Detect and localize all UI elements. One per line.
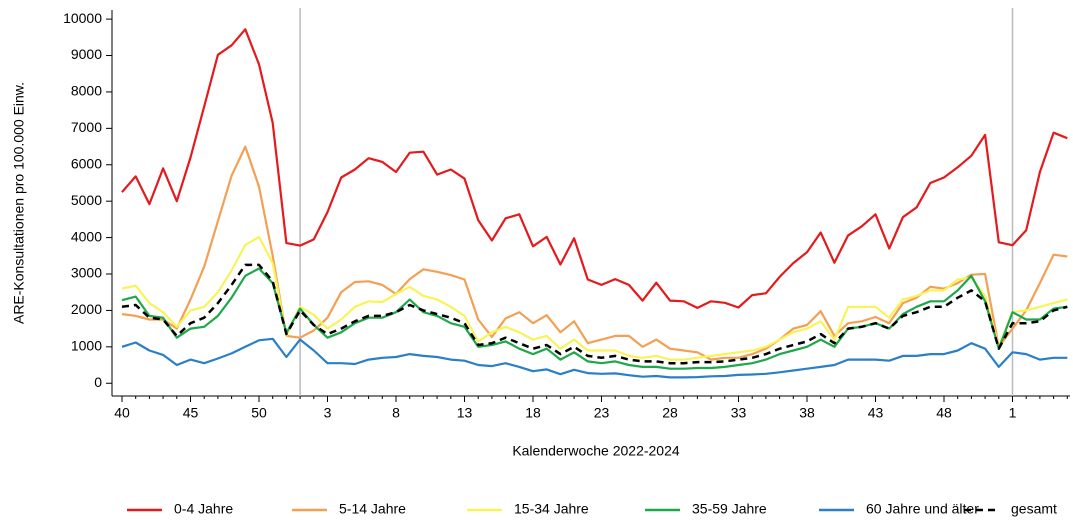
y-tick-label: 0 [94, 374, 102, 390]
y-tick-label: 6000 [71, 155, 102, 171]
y-tick-label: 9000 [71, 46, 102, 62]
legend-label: 5-14 Jahre [339, 501, 406, 517]
y-tick-label: 7000 [71, 119, 102, 135]
x-tick-label: 18 [525, 405, 541, 421]
series-line [121, 145, 1068, 361]
y-tick-label: 3000 [71, 265, 102, 281]
series-line [121, 263, 1068, 365]
x-tick-label: 23 [594, 405, 610, 421]
series-line [121, 235, 1068, 361]
y-axis-title: ARE-Konsultationen pro 100.000 Einw. [11, 82, 27, 324]
x-tick-label: 13 [457, 405, 473, 421]
x-tick-label: 48 [936, 405, 952, 421]
x-axis-title: Kalenderwoche 2022-2024 [512, 443, 680, 459]
legend-label: 35-59 Jahre [692, 501, 767, 517]
legend-label: 15-34 Jahre [514, 501, 589, 517]
x-tick-label: 50 [251, 405, 267, 421]
x-tick-label: 38 [799, 405, 815, 421]
legend-label: gesamt [1011, 501, 1057, 517]
y-tick-label: 4000 [71, 228, 102, 244]
y-tick-label: 1000 [71, 338, 102, 354]
y-tick-label: 2000 [71, 301, 102, 317]
y-tick-label: 5000 [71, 192, 102, 208]
series-line [121, 337, 1068, 379]
x-tick-label: 43 [868, 405, 884, 421]
x-tick-label: 3 [324, 405, 332, 421]
x-tick-label: 40 [114, 405, 130, 421]
y-tick-label: 8000 [71, 83, 102, 99]
series-line [121, 28, 1068, 309]
x-tick-label: 33 [731, 405, 747, 421]
x-tick-label: 45 [183, 405, 199, 421]
legend-label: 60 Jahre und älter [866, 501, 979, 517]
x-tick-label: 1 [1009, 405, 1017, 421]
x-tick-label: 8 [392, 405, 400, 421]
y-tick-label: 10000 [63, 10, 102, 26]
x-tick-label: 28 [662, 405, 678, 421]
legend-label: 0-4 Jahre [174, 501, 233, 517]
